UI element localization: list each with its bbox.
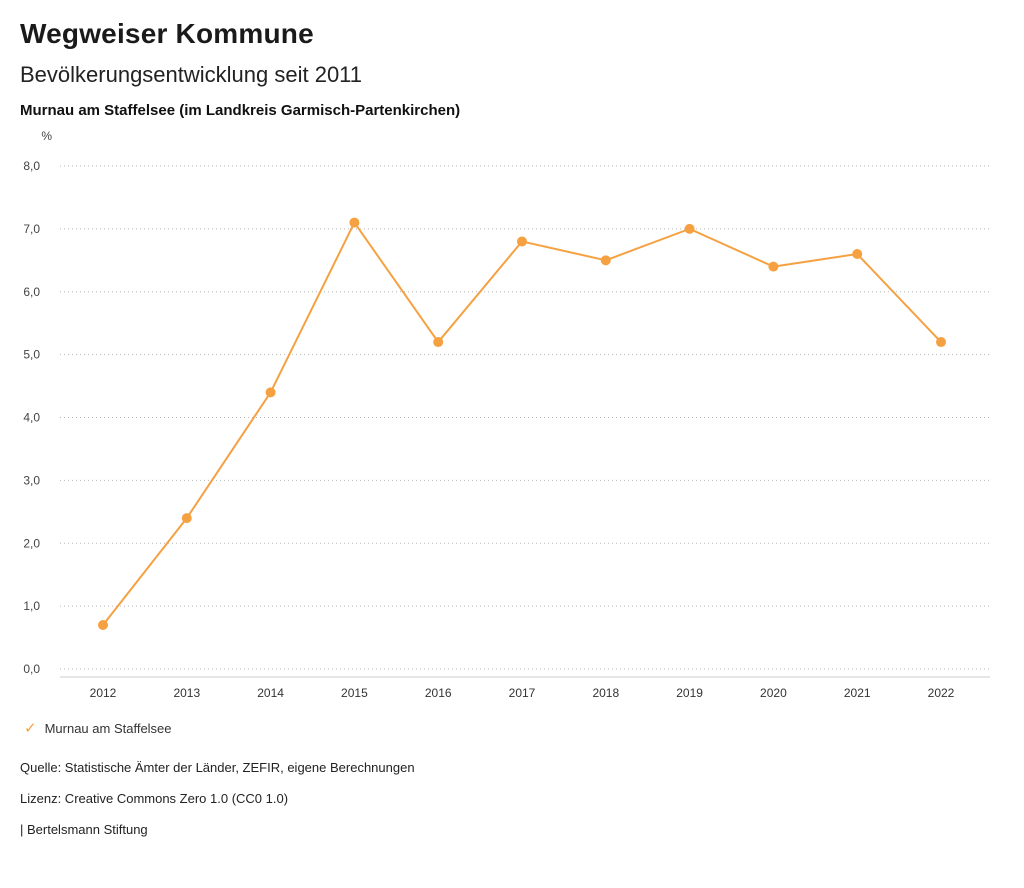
y-tick-label: 8,0	[23, 159, 40, 173]
y-tick-label: 5,0	[23, 348, 40, 362]
y-tick-label: 2,0	[23, 536, 40, 550]
y-tick-label: 7,0	[23, 222, 40, 236]
x-tick-label: 2018	[592, 686, 619, 700]
data-point[interactable]	[98, 619, 108, 630]
x-tick-label: 2021	[844, 686, 871, 700]
x-tick-label: 2020	[760, 686, 787, 700]
chart-subtitle: Bevölkerungsentwicklung seit 2011	[20, 62, 363, 87]
data-point[interactable]	[852, 249, 863, 260]
legend-check-icon: ✓	[24, 719, 37, 737]
data-line	[102, 221, 942, 626]
legend-label: Murnau am Staffelsee	[44, 720, 172, 736]
x-tick-label: 2014	[257, 686, 284, 700]
x-tick-label: 2022	[928, 686, 955, 700]
y-tick-label: 3,0	[23, 473, 40, 487]
data-point[interactable]	[684, 223, 695, 234]
chart-header: Wegweiser Kommune Bevölkerungsentwicklun…	[0, 0, 1024, 122]
y-axis-unit-label: %	[41, 129, 52, 143]
y-tick-label: 4,0	[23, 411, 40, 425]
chart-location: Murnau am Staffelsee (im Landkreis Garmi…	[20, 102, 461, 119]
chart-legend[interactable]: ✓ Murnau am Staffelsee	[0, 718, 1024, 738]
page-title: Wegweiser Kommune	[20, 18, 314, 49]
data-point[interactable]	[936, 337, 946, 348]
y-tick-label: 0,0	[23, 662, 40, 676]
data-point[interactable]	[181, 513, 192, 524]
data-point[interactable]	[517, 236, 527, 247]
x-tick-label: 2017	[509, 686, 536, 700]
source-text: Quelle: Statistische Ämter der Länder, Z…	[20, 760, 415, 775]
data-point[interactable]	[433, 337, 444, 348]
data-point[interactable]	[265, 387, 276, 398]
data-point[interactable]	[600, 255, 611, 266]
x-tick-label: 2015	[341, 686, 368, 700]
data-point[interactable]	[349, 217, 360, 228]
line-chart-svg: % 0,0 1,0 2,0 3,0 4,0 5,0 6,0 7,0 8,0 2012 2013 2014…	[23, 129, 990, 700]
y-tick-label: 1,0	[23, 599, 40, 613]
chart-footer: Quelle: Statistische Ämter der Länder, Z…	[0, 760, 1024, 837]
x-tick-label: 2013	[173, 686, 200, 700]
population-line-chart: % 0,0 1,0 2,0 3,0 4,0 5,0 6,0 7,0 8,0 2012 2013 2014…	[0, 122, 1024, 712]
x-tick-label: 2019	[676, 686, 703, 700]
attribution-text: | Bertelsmann Stiftung	[20, 822, 148, 837]
y-tick-label: 6,0	[23, 285, 40, 299]
x-tick-label: 2012	[90, 686, 117, 700]
license-text: Lizenz: Creative Commons Zero 1.0 (CC0 1…	[20, 791, 289, 806]
data-point[interactable]	[768, 261, 779, 272]
x-tick-label: 2016	[425, 686, 452, 700]
